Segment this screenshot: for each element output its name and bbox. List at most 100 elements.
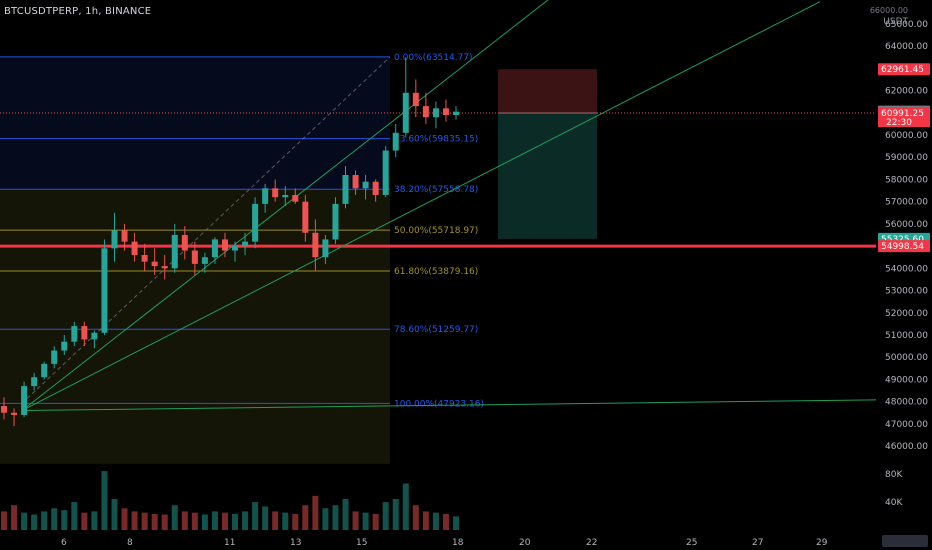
y-axis-tick-label: 59000.00	[885, 153, 928, 163]
x-axis-tick-label: 25	[686, 538, 697, 548]
volume-bar	[302, 505, 309, 530]
volume-bar	[211, 511, 218, 530]
volume-bar	[453, 516, 459, 530]
candle-body	[181, 234, 188, 251]
volume-bar	[402, 483, 409, 530]
candle-body	[352, 174, 359, 189]
volume-bar	[171, 505, 178, 530]
price-badge	[878, 240, 930, 253]
candle-body	[151, 261, 158, 267]
candle-body	[161, 266, 168, 269]
volume-bar	[111, 499, 118, 530]
candle-body	[211, 239, 218, 258]
candle-body	[11, 412, 18, 415]
y-axis-tick-label: 58000.00	[885, 175, 928, 185]
y-axis-tick-label: 52000.00	[885, 309, 928, 319]
candle-body	[442, 108, 449, 116]
candle-body	[302, 201, 309, 233]
volume-bar	[372, 513, 379, 530]
x-axis-tick-label: 13	[290, 538, 301, 548]
candle-body	[171, 234, 178, 269]
candle-body	[252, 203, 259, 242]
fib-level-label: 0.00%(63514.77)	[394, 53, 473, 63]
fib-level-label: 78.60%(51259.77)	[394, 325, 478, 335]
price-badge-label: 60991.25	[881, 109, 924, 119]
x-axis-tick-label: 6	[61, 538, 67, 548]
y-axis-tick-label: 54000.00	[885, 264, 928, 274]
currency-top: 66000.00	[869, 6, 908, 15]
volume-bar	[282, 512, 289, 530]
candle-body	[31, 377, 38, 387]
candle-body	[392, 132, 399, 151]
volume-bar	[181, 511, 188, 530]
candle-body	[453, 111, 459, 116]
y-axis-tick-label: 65000.00	[885, 20, 928, 30]
fib-trend-line	[21, 56, 391, 404]
candle-body	[141, 254, 148, 262]
volume-bar	[161, 514, 168, 530]
take-profit-zone	[498, 112, 597, 239]
y-axis-tick-label: 50000.00	[885, 353, 928, 363]
candle-body	[221, 239, 228, 251]
candle-body	[131, 241, 138, 255]
volume-bar	[312, 495, 319, 530]
x-axis-tick-label: 29	[816, 538, 828, 548]
price-badge-label: 54998.54	[881, 242, 924, 252]
volume-bar	[422, 511, 429, 530]
volume-bar	[51, 508, 58, 530]
volume-bar	[272, 511, 279, 530]
volume-bar	[442, 513, 449, 530]
price-badge-label: 62961.45	[881, 65, 924, 75]
volume-bar	[191, 512, 198, 530]
candle-body	[262, 188, 269, 204]
x-axis-tick-label: 22	[586, 538, 597, 548]
y-axis-tick-label: 49000.00	[885, 375, 928, 385]
candle-body	[342, 174, 349, 204]
volume-bar	[362, 512, 369, 530]
volume-bar	[242, 511, 249, 530]
volume-bar	[71, 502, 78, 530]
volume-bar	[392, 499, 399, 530]
stop-loss-zone	[498, 69, 597, 113]
fib-level-label: 38.20%(57558.78)	[394, 185, 478, 195]
price-scale-unit: 66000.00 USDT	[870, 6, 908, 27]
y-axis-tick-label: 56000.00	[885, 220, 928, 230]
candle-body	[191, 250, 198, 264]
candle-body	[201, 257, 208, 264]
y-axis-tick-label: 46000.00	[885, 442, 928, 452]
volume-bar	[232, 513, 239, 530]
volume-bar	[252, 502, 259, 530]
candle-body	[232, 246, 239, 251]
price-badge-label: 55325.60	[881, 235, 924, 245]
candle-body	[412, 92, 419, 107]
price-badge	[878, 63, 930, 76]
y-axis-tick-label: 57000.00	[885, 198, 928, 208]
symbol-title: BTCUSDTPERP, 1h, BINANCE	[4, 6, 152, 17]
fib-zone-upper	[0, 56, 390, 190]
candle-body	[242, 241, 249, 247]
volume-bar	[221, 512, 228, 530]
volume-bar	[432, 512, 439, 530]
volume-bar	[201, 514, 208, 530]
candle-body	[121, 230, 128, 242]
candle-body	[61, 341, 68, 351]
volume-bar	[121, 508, 128, 530]
volume-bar	[292, 513, 299, 530]
x-axis-tick-label: 20	[519, 538, 531, 548]
countdown-label: 22:30	[886, 118, 912, 128]
trendline-mid	[21, 1, 821, 411]
trendline-steep	[21, 0, 549, 411]
candle-body	[71, 326, 78, 342]
fib-level-label: 50.00%(55718.97)	[394, 226, 478, 236]
volume-bar	[131, 511, 138, 530]
candle-body	[292, 194, 299, 202]
candle-body	[21, 386, 28, 415]
candle-body	[432, 108, 439, 118]
volume-bar	[81, 512, 88, 530]
countdown-badge	[878, 116, 930, 127]
volume-bar	[382, 502, 389, 530]
volume-tick-label: 80K	[885, 470, 903, 480]
candle-body	[362, 181, 369, 189]
fib-level-label: 23.60%(59835.15)	[394, 135, 478, 145]
